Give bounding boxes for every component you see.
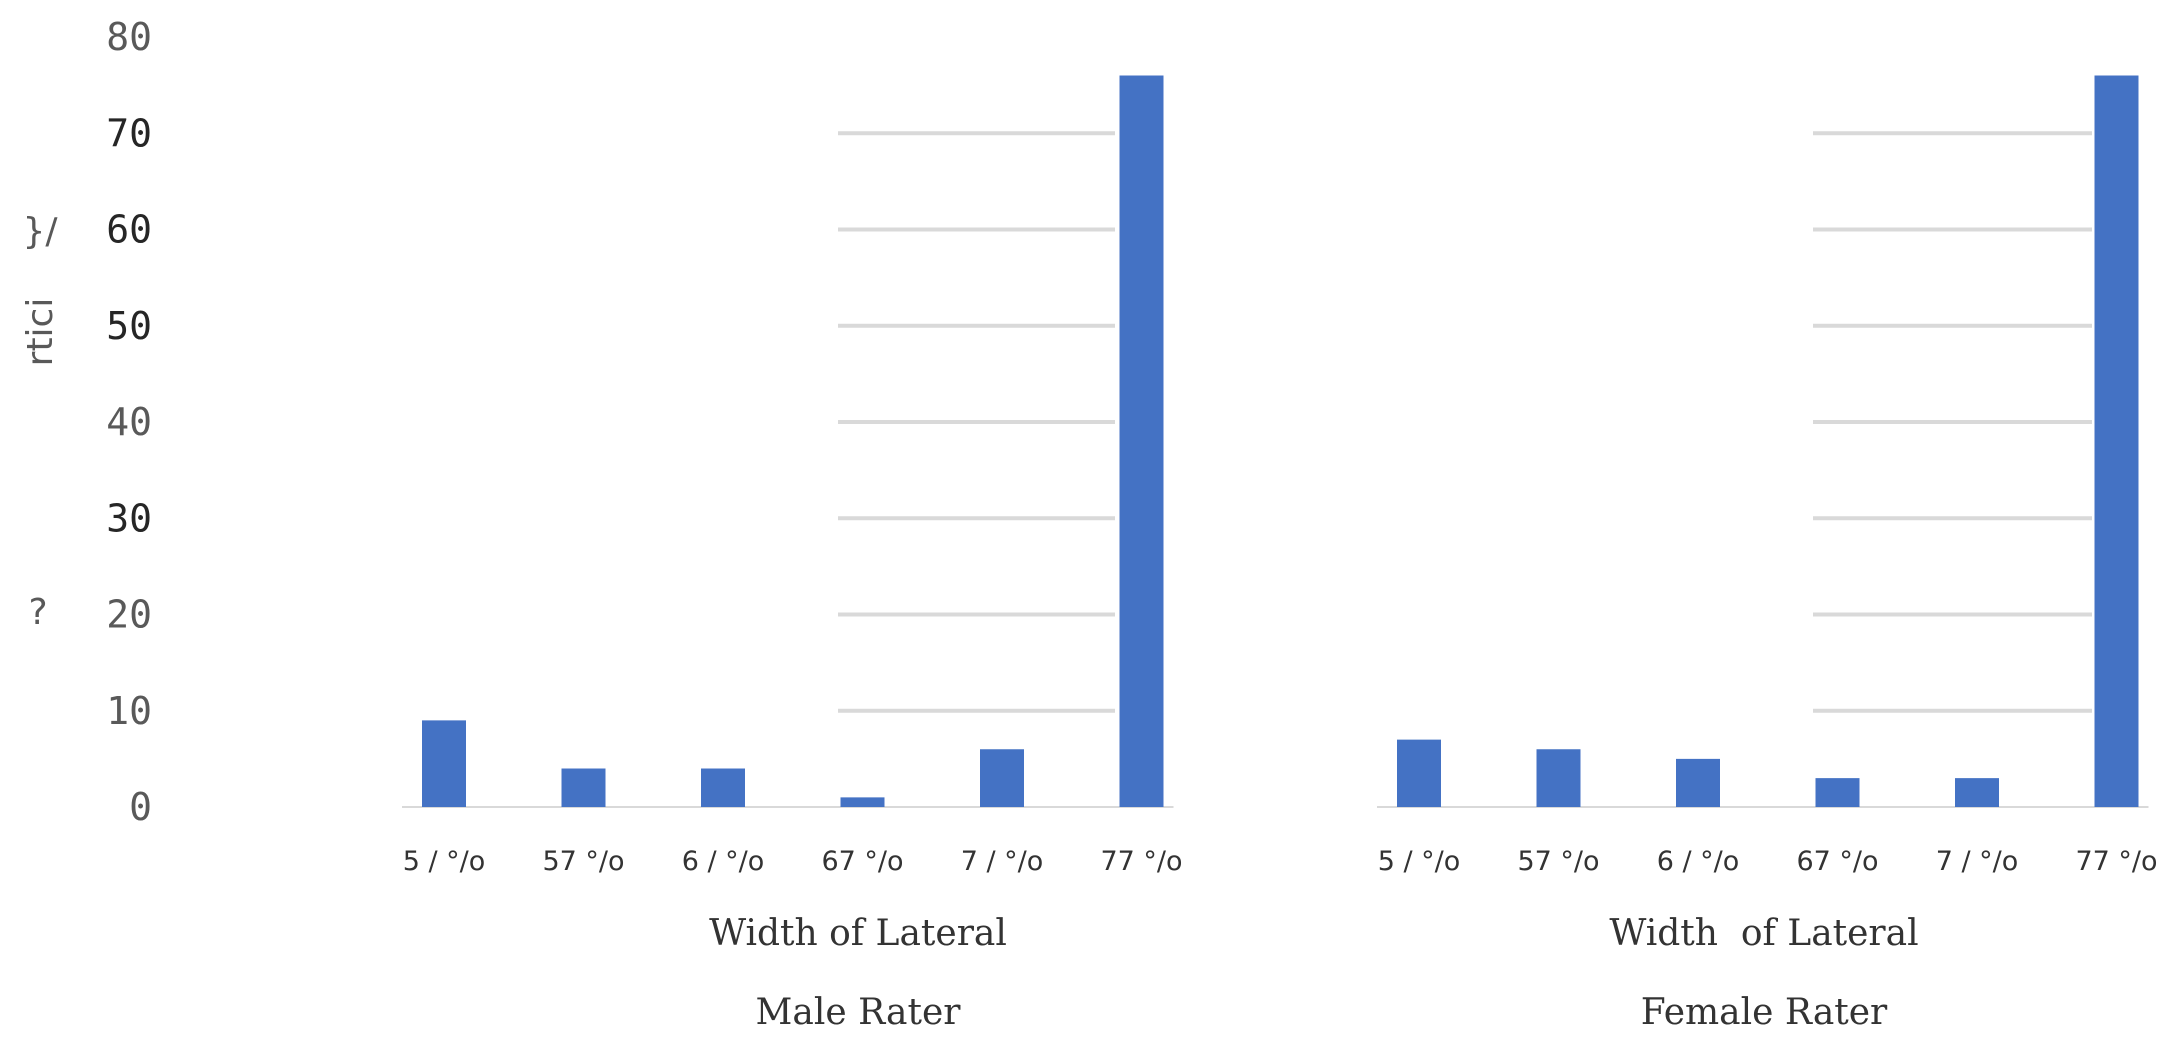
side-mark-top: }/ <box>22 211 58 252</box>
female-panel-title: Female Rater <box>1641 992 1888 1033</box>
male-x-tick-label: 7 / °/o <box>961 846 1044 877</box>
y-tick-label: 20 <box>106 593 152 637</box>
bars <box>422 75 2139 807</box>
y-tick-label: 40 <box>106 400 152 444</box>
female-x-tick-label: 57 °/o <box>1517 846 1599 877</box>
male-bar <box>840 797 885 807</box>
male-bar <box>701 768 745 807</box>
female-bar <box>1955 778 1999 807</box>
y-tick-label: 70 <box>106 111 152 155</box>
female-x-tick-label: 5 / °/o <box>1378 846 1461 877</box>
male-bar <box>980 749 1024 807</box>
female-bar <box>1815 778 1860 807</box>
male-x-tick-label: 57 °/o <box>542 846 624 877</box>
y-tick-label: 30 <box>106 496 152 540</box>
female-bar <box>1397 739 1441 807</box>
y-tick-label: 10 <box>106 689 152 733</box>
male-bar <box>422 720 466 807</box>
female-bar <box>1676 758 1720 807</box>
female-x-tick-label: 6 / °/o <box>1657 846 1740 877</box>
female-x-tick-label: 77 °/o <box>2075 846 2157 877</box>
male-x-tick-label: 6 / °/o <box>682 846 765 877</box>
y-axis: 0 10 20 30 40 50 60 70 80 <box>106 15 152 829</box>
y-axis-label: rtici <box>20 298 61 367</box>
gridlines <box>402 131 2149 808</box>
male-panel-title: Male Rater <box>756 992 962 1033</box>
male-bar <box>1119 75 1164 807</box>
female-x-tick-label: 7 / °/o <box>1936 846 2019 877</box>
male-x-axis-label: Width of Lateral <box>709 913 1007 954</box>
male-bar <box>561 768 606 807</box>
side-mark-bottom: ? <box>28 592 47 633</box>
y-tick-label: 0 <box>129 785 152 829</box>
y-tick-label: 60 <box>106 208 152 252</box>
female-x-axis-label: Width of Lateral <box>1609 913 1918 954</box>
female-x-tick-label: 67 °/o <box>1796 846 1878 877</box>
male-x-tick-label: 67 °/o <box>821 846 903 877</box>
male-x-tick-label: 77 °/o <box>1100 846 1182 877</box>
male-x-tick-label: 5 / °/o <box>403 846 486 877</box>
female-bar <box>2094 75 2139 807</box>
y-tick-label: 80 <box>106 15 152 59</box>
x-axis-ticks: 5 / °/o 57 °/o 6 / °/o 67 °/o 7 / °/o 77 °/o 5… <box>403 846 2158 877</box>
female-bar <box>1536 749 1581 807</box>
y-tick-label: 50 <box>106 304 152 348</box>
